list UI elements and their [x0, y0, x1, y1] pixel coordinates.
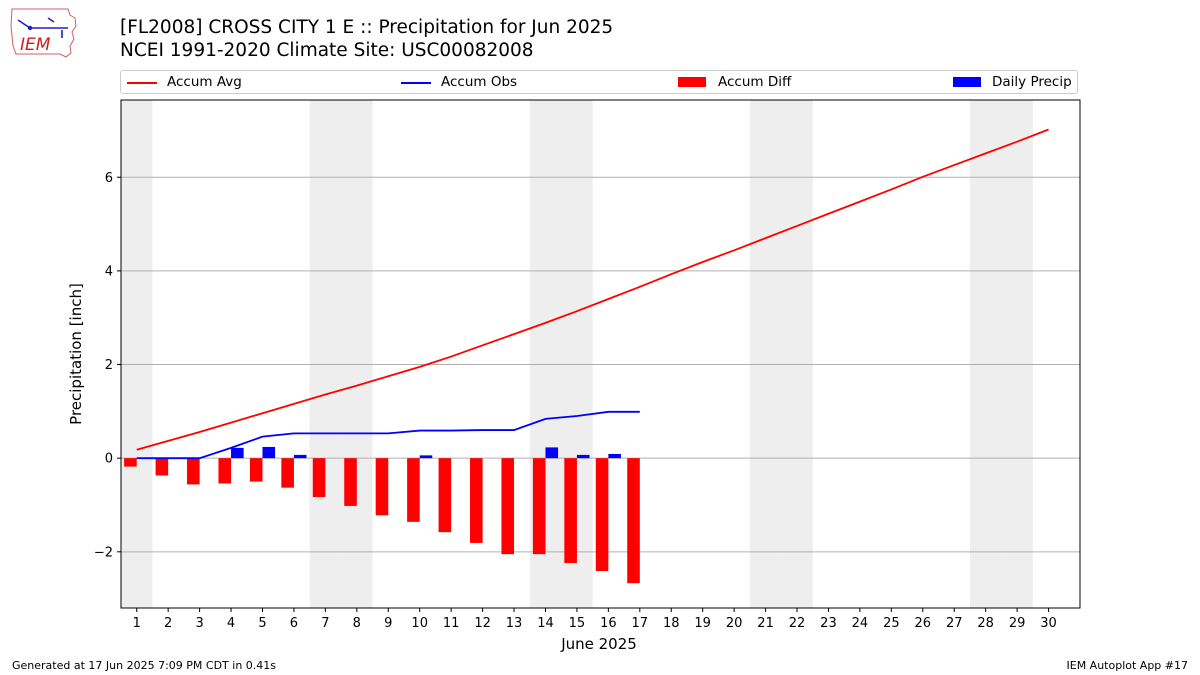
weekend-shade-band	[341, 100, 373, 608]
x-tick-label: 21	[757, 616, 774, 631]
weekend-shade-band	[969, 100, 1002, 608]
y-tick-label: −2	[94, 545, 113, 560]
legend-swatch-accum-avg	[127, 82, 157, 84]
accum-diff-bar	[470, 458, 483, 543]
accum-diff-bar	[281, 458, 294, 488]
chart-title: [FL2008] CROSS CITY 1 E :: Precipitation…	[120, 17, 614, 38]
x-tick-label: 2	[164, 616, 172, 631]
accum-obs-line	[136, 410, 640, 460]
accum-diff-bar	[124, 458, 137, 467]
accum-diff-bar	[407, 458, 420, 522]
weather-symbols-icon	[17, 17, 68, 38]
logo-text: IEM	[20, 35, 51, 55]
accum-diff-bar	[375, 458, 389, 516]
chart-subtitle: NCEI 1991-2020 Climate Site: USC00082008	[120, 40, 534, 61]
x-tick-label: 12	[474, 616, 491, 631]
x-tick-label: 15	[569, 616, 586, 631]
legend-swatch-daily-precip	[953, 77, 981, 87]
daily-precip-bar	[231, 447, 244, 459]
accum-diff-bar	[218, 458, 232, 484]
daily-precip-bar	[419, 455, 433, 459]
x-tick-label: 10	[411, 616, 428, 631]
x-tick-label: 20	[726, 616, 743, 631]
x-tick-label: 30	[1040, 616, 1057, 631]
x-tick-label: 14	[537, 616, 554, 631]
x-axis-label: June 2025	[560, 635, 637, 653]
x-tick-label: 22	[789, 616, 806, 631]
y-tick-label: 0	[105, 452, 113, 467]
y-tick-label: 2	[105, 358, 113, 373]
legend-swatch-accum-obs	[401, 82, 431, 84]
y-axis-label: Precipitation [inch]	[67, 283, 85, 425]
x-tick-label: 24	[852, 616, 869, 631]
iem-logo: IEM	[10, 8, 77, 58]
daily-precip-bar	[576, 454, 590, 459]
weekend-shade-band	[309, 100, 342, 608]
weekend-shade-band	[781, 100, 813, 608]
x-tick-label: 28	[977, 616, 994, 631]
daily-precip-bar	[545, 447, 559, 459]
legend-label-accum-diff: Accum Diff	[718, 74, 792, 90]
x-tick-label: 3	[195, 616, 203, 631]
legend-label-accum-obs: Accum Obs	[441, 74, 518, 90]
x-tick-label: 11	[443, 616, 460, 631]
weekend-shade-band	[749, 100, 782, 608]
accum-diff-bars	[124, 458, 640, 584]
accum-diff-bar	[532, 458, 546, 555]
legend-label-daily-precip: Daily Precip	[992, 74, 1072, 90]
accum-diff-bar	[627, 458, 640, 584]
accum-diff-bar	[438, 458, 452, 533]
x-tick-label: 4	[227, 616, 235, 631]
x-tick-label: 17	[632, 616, 649, 631]
y-tick-label: 6	[105, 171, 113, 186]
y-tick-label: 4	[105, 264, 113, 279]
x-tick-label: 5	[258, 616, 266, 631]
weekend-shade-band	[121, 100, 153, 608]
daily-precip-bar	[293, 454, 307, 459]
weekend-shading	[121, 100, 1033, 608]
legend: Accum Avg Accum Obs Accum Diff Daily Pre…	[120, 70, 1078, 94]
daily-precip-bar	[262, 446, 276, 459]
app-footer: IEM Autoplot App #17	[1066, 659, 1189, 672]
grid-lines	[121, 176, 1080, 553]
x-tick-label: 6	[290, 616, 298, 631]
x-tick-label: 29	[1009, 616, 1026, 631]
x-tick-label: 13	[506, 616, 523, 631]
accum-diff-bar	[564, 458, 577, 564]
x-tick-label: 8	[353, 616, 361, 631]
accum-diff-bar	[501, 458, 515, 555]
plot-frame	[120, 99, 1081, 609]
x-tick-label: 26	[915, 616, 932, 631]
accum-avg-line	[136, 128, 1049, 451]
daily-precip-bars	[231, 446, 621, 459]
x-tick-label: 27	[946, 616, 963, 631]
x-tick-label: 25	[883, 616, 900, 631]
x-tick-label: 23	[820, 616, 837, 631]
accum-diff-bar	[344, 458, 357, 506]
x-tick-label: 19	[694, 616, 711, 631]
iowa-outline-icon	[10, 8, 77, 58]
accum-diff-bar	[312, 458, 326, 498]
legend-swatch-accum-diff	[678, 77, 706, 87]
x-tick-label: 9	[384, 616, 392, 631]
x-tick-label: 7	[321, 616, 329, 631]
x-tick-label: 18	[663, 616, 680, 631]
daily-precip-bar	[608, 453, 621, 459]
x-tick-label: 16	[600, 616, 617, 631]
accum-diff-bar	[187, 458, 200, 485]
accum-diff-bar	[595, 458, 609, 572]
accum-diff-bar	[249, 458, 263, 482]
weekend-shade-band	[1001, 100, 1033, 608]
legend-label-accum-avg: Accum Avg	[167, 74, 242, 90]
accum-diff-bar	[155, 458, 169, 476]
series-lines	[136, 128, 1049, 460]
x-tick-label: 1	[133, 616, 141, 631]
generated-footer: Generated at 17 Jun 2025 7:09 PM CDT in …	[12, 659, 277, 672]
